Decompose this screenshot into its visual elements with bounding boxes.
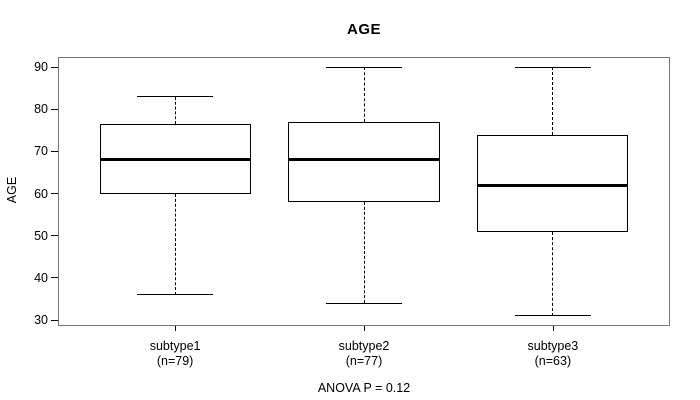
anova-annotation: ANOVA P = 0.12 bbox=[317, 381, 411, 395]
y-tick-label: 30 bbox=[34, 313, 48, 328]
y-tick-mark bbox=[51, 150, 58, 152]
y-tick-mark bbox=[51, 108, 58, 110]
x-tick-mark bbox=[364, 326, 365, 331]
group-name: subtype1 bbox=[149, 339, 201, 353]
y-tick-label: 90 bbox=[34, 60, 48, 75]
max-whisker-cap bbox=[326, 66, 402, 68]
x-tick-mark bbox=[552, 326, 554, 331]
max-whisker-cap bbox=[137, 96, 213, 98]
x-group-label-subtype2: subtype2 (n=77) bbox=[294, 339, 434, 369]
y-tick-mark bbox=[51, 235, 58, 237]
lower-whisker bbox=[174, 193, 176, 295]
group-count: (n=79) bbox=[156, 354, 194, 368]
median-line-subtype2 bbox=[288, 158, 440, 162]
x-group-label-subtype1: subtype1 (n=79) bbox=[105, 339, 245, 369]
x-tick-mark bbox=[175, 326, 177, 331]
y-tick-mark bbox=[51, 319, 58, 321]
min-whisker-cap bbox=[326, 302, 402, 304]
upper-whisker bbox=[363, 67, 365, 122]
y-tick-mark bbox=[51, 66, 58, 68]
min-whisker-cap bbox=[137, 294, 213, 296]
chart-title: AGE bbox=[346, 21, 381, 38]
min-whisker-cap bbox=[515, 315, 591, 317]
y-tick-label: 70 bbox=[34, 144, 48, 159]
iqr-box-subtype3 bbox=[477, 134, 629, 232]
y-tick-label: 40 bbox=[34, 270, 48, 285]
max-whisker-cap bbox=[515, 66, 591, 68]
upper-whisker bbox=[552, 67, 554, 135]
median-line-subtype1 bbox=[99, 158, 251, 162]
y-tick-mark bbox=[51, 277, 58, 279]
lower-whisker bbox=[552, 231, 554, 316]
y-tick-label: 60 bbox=[34, 186, 48, 201]
x-group-label-subtype3: subtype3 (n=63) bbox=[483, 339, 623, 369]
group-name: subtype3 bbox=[527, 339, 579, 353]
group-name: subtype2 bbox=[338, 339, 390, 353]
median-line-subtype3 bbox=[477, 183, 629, 187]
group-count: (n=77) bbox=[345, 354, 383, 368]
group-count: (n=63) bbox=[534, 354, 572, 368]
y-tick-label: 50 bbox=[34, 228, 48, 243]
y-tick-mark bbox=[51, 193, 58, 195]
iqr-box-subtype2 bbox=[288, 121, 440, 203]
lower-whisker bbox=[363, 202, 365, 304]
upper-whisker bbox=[174, 96, 176, 125]
y-tick-label: 80 bbox=[34, 102, 48, 117]
